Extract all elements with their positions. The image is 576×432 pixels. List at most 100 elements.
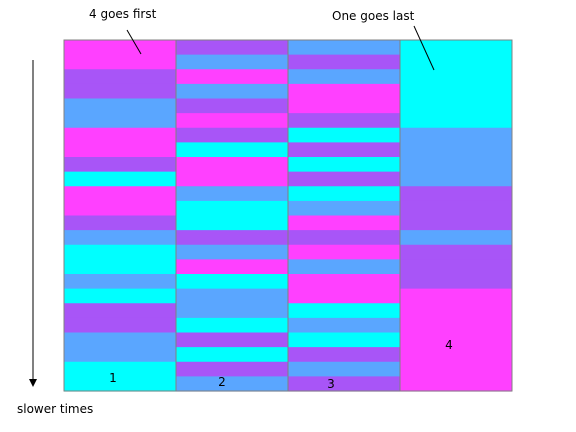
heatmap-block — [176, 274, 288, 290]
heatmap-block — [288, 127, 400, 143]
heatmap-block — [176, 376, 288, 392]
heatmap-block — [64, 113, 176, 129]
heatmap-block — [176, 332, 288, 348]
heatmap-block — [288, 142, 400, 158]
heatmap-block — [176, 361, 288, 377]
heatmap-blocks — [64, 40, 512, 392]
heatmap-block — [400, 157, 512, 173]
heatmap-block — [64, 259, 176, 275]
heatmap-block — [176, 98, 288, 114]
heatmap-block — [288, 171, 400, 187]
heatmap-block — [176, 303, 288, 319]
heatmap-block — [288, 83, 400, 100]
last-annotation-pointer — [413, 25, 435, 71]
column-label: 1 — [109, 371, 117, 385]
heatmap-block — [400, 274, 512, 290]
heatmap-block — [176, 157, 288, 173]
heatmap-block — [288, 186, 400, 202]
heatmap-block — [288, 332, 400, 348]
heatmap-block — [64, 127, 176, 143]
first-annotation: 4 goes first — [89, 7, 157, 21]
heatmap-block — [64, 317, 176, 334]
column-label: 4 — [445, 338, 453, 352]
heatmap-block — [64, 157, 176, 173]
heatmap-block — [288, 347, 400, 363]
heatmap-block — [176, 288, 288, 304]
heatmap-block — [400, 244, 512, 260]
heatmap-block — [400, 83, 512, 100]
heatmap-block — [64, 40, 176, 56]
heatmap-block — [64, 274, 176, 290]
heatmap-block — [288, 230, 400, 246]
heatmap-block — [64, 69, 176, 85]
heatmap-block — [64, 303, 176, 319]
heatmap-block — [176, 215, 288, 231]
heatmap-block — [64, 230, 176, 246]
heatmap-block — [176, 244, 288, 260]
last-annotation: One goes last — [332, 9, 415, 23]
heatmap-block — [400, 127, 512, 143]
heatmap-block — [400, 113, 512, 129]
column-labels: 1 2 3 4 — [109, 338, 453, 391]
heatmap-block — [288, 98, 400, 114]
column-label: 2 — [218, 375, 226, 389]
heatmap-block — [176, 200, 288, 217]
heatmap-block — [64, 98, 176, 114]
heatmap-block — [64, 200, 176, 217]
heatmap-block — [64, 54, 176, 70]
heatmap-block — [288, 113, 400, 129]
column-dividers — [175, 40, 401, 391]
heatmap-block — [176, 54, 288, 70]
heatmap-block — [288, 288, 400, 304]
heatmap-block — [288, 54, 400, 70]
heatmap-block — [64, 288, 176, 304]
heatmap-block — [64, 244, 176, 260]
heatmap-block — [400, 54, 512, 70]
heatmap-block — [64, 347, 176, 363]
heatmap-block — [64, 376, 176, 392]
column-label: 3 — [327, 377, 335, 391]
heatmap-block — [288, 274, 400, 290]
heatmap-block — [288, 200, 400, 217]
heatmap-block — [64, 171, 176, 187]
heatmap-block — [288, 317, 400, 334]
heatmap-block — [176, 186, 288, 202]
heatmap-block — [400, 98, 512, 114]
heatmap-block — [176, 259, 288, 275]
heatmap-block — [64, 186, 176, 202]
heatmap-block — [176, 113, 288, 129]
heatmap-block — [400, 361, 512, 377]
heatmap-block — [400, 200, 512, 217]
heatmap-block — [176, 317, 288, 334]
heatmap-block — [176, 127, 288, 143]
slower-times-label: slower times — [17, 402, 94, 416]
slower-arrow-head — [29, 379, 37, 387]
heatmap-block — [400, 303, 512, 319]
heatmap-block — [176, 171, 288, 187]
heatmap-block — [288, 376, 400, 392]
heatmap-block — [288, 40, 400, 56]
heatmap-block — [288, 215, 400, 231]
heatmap-block — [64, 361, 176, 377]
heatmap-block — [176, 40, 288, 56]
heatmap-block — [400, 69, 512, 85]
heatmap-block — [288, 361, 400, 377]
first-annotation-pointer — [126, 29, 142, 55]
heatmap-block — [400, 142, 512, 158]
heatmap-block — [176, 230, 288, 246]
heatmap-block — [288, 244, 400, 260]
heatmap-block — [400, 186, 512, 202]
heatmap-block — [288, 157, 400, 173]
heatmap-block — [64, 215, 176, 231]
heatmap-block — [400, 288, 512, 304]
heatmap-block — [400, 347, 512, 363]
heatmap-block — [400, 376, 512, 392]
heatmap-block — [288, 69, 400, 85]
heatmap-block — [400, 171, 512, 187]
heatmap-block — [400, 215, 512, 231]
heatmap-block — [64, 142, 176, 158]
heatmap-block — [64, 83, 176, 100]
heatmap-block — [400, 259, 512, 275]
heatmap-block — [176, 142, 288, 158]
